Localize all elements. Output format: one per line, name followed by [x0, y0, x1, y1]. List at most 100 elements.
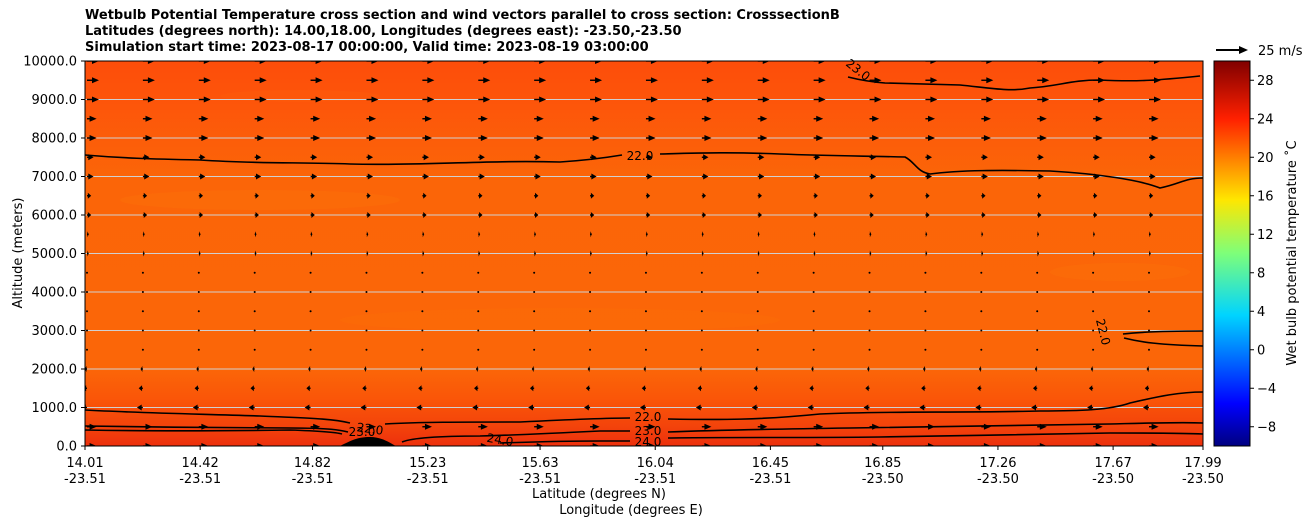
wind-vector	[365, 348, 368, 351]
wind-vector	[869, 423, 880, 430]
wind-vector	[142, 115, 153, 122]
wind-vector	[701, 250, 704, 257]
wind-vector	[422, 135, 432, 141]
wind-vector	[254, 135, 265, 141]
y-tick-label: 4000.0	[32, 286, 78, 301]
wind-vector	[590, 154, 597, 161]
wind-vector	[1146, 366, 1149, 372]
wind-vector	[813, 154, 821, 161]
wind-vector	[86, 271, 88, 274]
wind-vector	[869, 443, 880, 446]
wind-vector	[925, 423, 936, 430]
wind-vector	[310, 154, 318, 161]
wind-vector	[142, 423, 153, 430]
wind-vector	[925, 135, 936, 141]
wind-vector	[366, 250, 369, 257]
wind-vector	[1031, 404, 1038, 411]
contour-line	[85, 429, 343, 435]
wind-vector	[751, 404, 758, 411]
wind-vector	[310, 135, 321, 141]
wind-vector	[254, 212, 259, 218]
wind-vector	[141, 348, 144, 351]
x-tick-label-lat: 14.01	[66, 456, 103, 471]
wind-vector	[700, 310, 703, 313]
wind-vector	[869, 154, 877, 161]
wind-vector	[310, 77, 323, 84]
wind-vector	[141, 271, 144, 274]
wind-vector	[253, 348, 256, 351]
wind-vector	[644, 329, 647, 332]
wind-vector	[1093, 443, 1103, 446]
wind-vector	[141, 291, 144, 293]
wind-vector	[198, 212, 203, 218]
contour-line	[85, 409, 351, 424]
wind-vector	[1037, 96, 1050, 103]
wind-vector	[87, 423, 97, 430]
wind-vector	[1037, 115, 1047, 122]
wind-vector	[1093, 173, 1100, 180]
wind-vector	[981, 423, 991, 430]
wind-vector	[534, 192, 539, 199]
wind-vector	[925, 231, 928, 238]
wind-vector	[1087, 404, 1094, 411]
wind-vector	[981, 231, 984, 238]
wind-vector	[1037, 423, 1047, 430]
wind-vector	[533, 271, 536, 274]
wind-vector	[534, 115, 544, 122]
colorbar-tick-label: 0	[1257, 343, 1265, 358]
wind-vector	[981, 173, 988, 180]
wind-vector	[868, 348, 871, 351]
wind-vector	[813, 231, 816, 238]
chart-title-line-3: Simulation start time: 2023-08-17 00:00:…	[85, 40, 649, 55]
colorbar-tick-label: 28	[1257, 74, 1274, 89]
wind-vector	[534, 212, 539, 218]
wind-vector	[366, 173, 374, 180]
wind-vector	[1092, 271, 1095, 274]
colorbar-tick-label: 16	[1257, 189, 1274, 204]
wind-vector	[981, 115, 991, 122]
wind-vector	[925, 250, 928, 257]
wind-vector	[366, 135, 377, 141]
wind-vector	[478, 192, 483, 199]
contour-line	[847, 75, 1201, 91]
wind-vector	[925, 77, 938, 84]
x-tick-label-lon: -23.51	[519, 472, 561, 487]
colorbar-tick-label: 20	[1257, 151, 1274, 166]
wind-vector	[865, 385, 870, 392]
wind-vector	[813, 250, 816, 257]
contour-label: 23.0	[349, 425, 376, 439]
contour-label: 24.0	[635, 435, 662, 449]
x-tick-label-lon: -23.51	[292, 472, 334, 487]
wind-vector	[366, 231, 369, 238]
wind-vector	[925, 96, 938, 103]
wind-vector	[645, 231, 648, 238]
wind-vector	[701, 115, 712, 122]
wind-vector	[534, 443, 544, 446]
wind-vector	[308, 366, 311, 372]
wind-vector	[306, 385, 311, 392]
wind-vector	[142, 96, 155, 103]
wind-vector	[757, 212, 762, 218]
wind-vector	[1093, 423, 1103, 430]
wind-vector	[366, 61, 379, 64]
wind-vector	[978, 366, 982, 372]
contour-label: 22.0	[627, 149, 654, 163]
wind-vector	[757, 77, 770, 84]
wind-vector	[975, 404, 982, 411]
wind-vector	[1149, 61, 1161, 64]
wind-vector	[924, 329, 927, 332]
wind-vector	[192, 404, 199, 411]
colorbar-tick-label: 24	[1257, 112, 1274, 127]
wind-vector	[534, 154, 541, 161]
wind-vector	[925, 115, 936, 122]
wind-vector	[416, 404, 423, 411]
wind-vector	[142, 443, 153, 446]
wind-vector	[254, 443, 265, 446]
wind-vector	[1093, 154, 1100, 161]
wind-vector	[701, 212, 707, 218]
wind-vector	[1093, 192, 1098, 199]
wind-vector	[645, 61, 658, 64]
wind-vector	[254, 154, 262, 161]
wind-vector	[86, 310, 88, 313]
wind-vector	[700, 329, 703, 332]
